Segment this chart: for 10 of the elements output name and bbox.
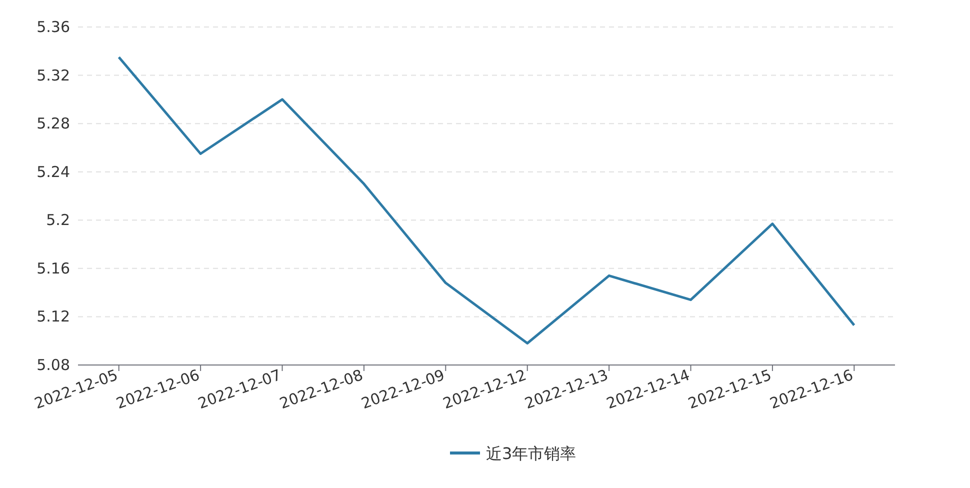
y-tick-label: 5.08 [36, 356, 70, 374]
legend-label: 近3年市销率 [486, 444, 576, 463]
y-tick-label: 5.28 [36, 114, 70, 133]
y-tick-label: 5.16 [36, 259, 70, 278]
y-tick-label: 5.36 [36, 18, 70, 36]
y-tick-label: 5.12 [36, 308, 70, 326]
y-tick-label: 5.2 [46, 211, 70, 230]
y-tick-label: 5.32 [36, 66, 70, 84]
line-series [118, 56, 856, 345]
y-tick-label: 5.24 [36, 162, 70, 181]
